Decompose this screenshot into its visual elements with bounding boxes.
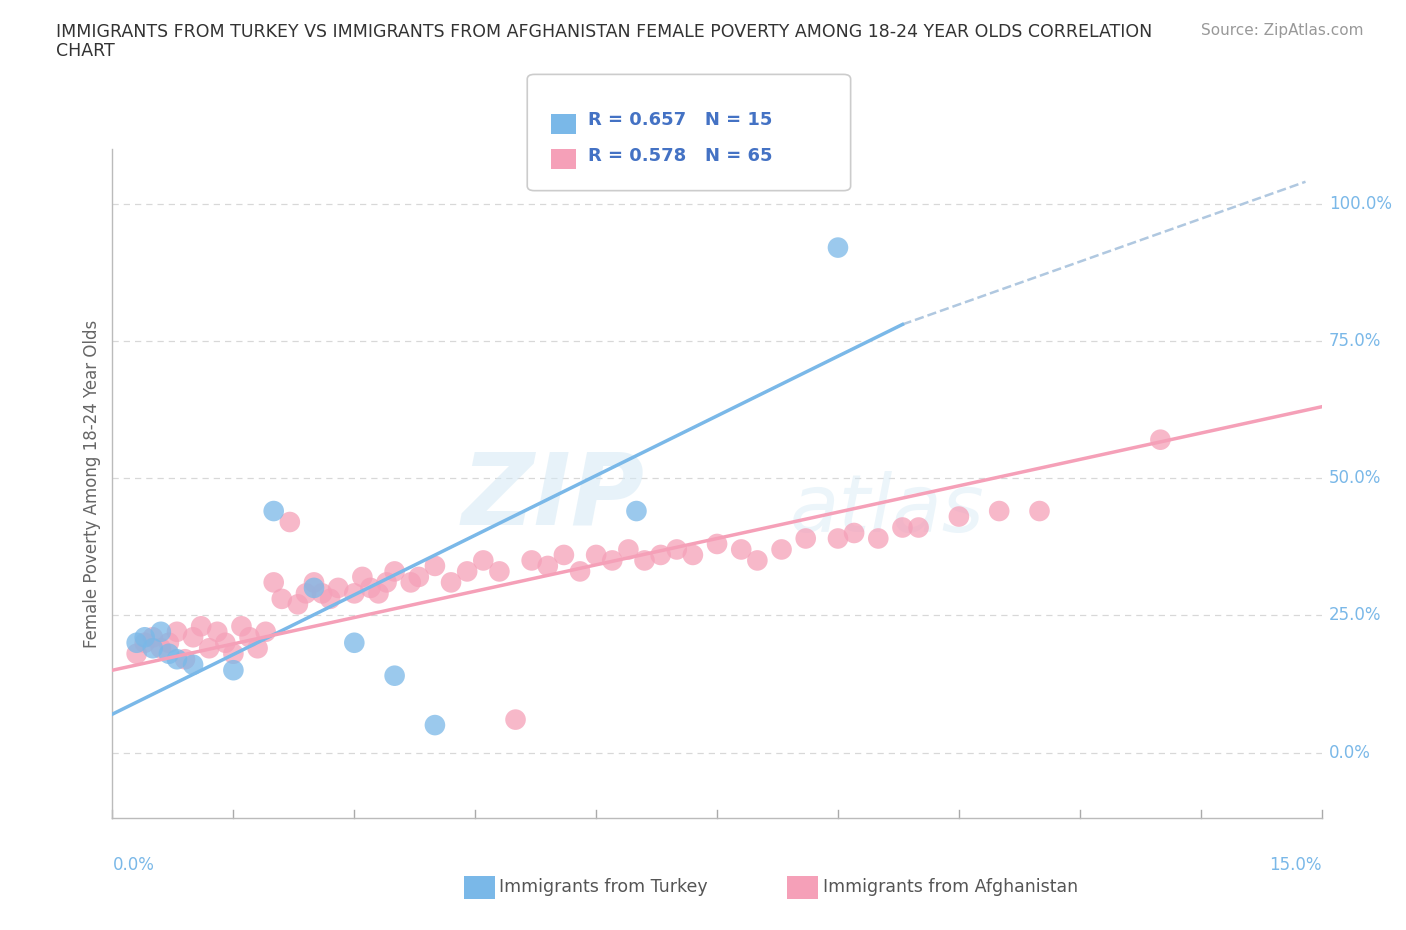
Point [1028,504,1050,519]
Point [472,553,495,568]
Point [231,618,253,633]
Point [827,531,849,546]
Point [214,635,236,650]
Point [263,575,285,590]
Point [520,553,543,568]
Point [842,525,865,540]
Point [134,635,156,650]
Point [302,580,325,595]
Point [384,564,406,578]
Point [181,630,204,644]
Text: 0.0%: 0.0% [1329,744,1371,762]
Point [311,586,333,601]
Point [142,630,165,644]
Point [278,514,301,529]
Point [270,591,292,606]
Point [794,531,817,546]
Point [456,564,478,578]
Point [254,624,277,639]
Point [553,548,575,563]
Point [319,591,342,606]
Text: Source: ZipAtlas.com: Source: ZipAtlas.com [1201,23,1364,38]
Point [747,553,769,568]
Y-axis label: Female Poverty Among 18-24 Year Olds: Female Poverty Among 18-24 Year Olds [83,320,101,647]
Point [633,553,655,568]
Text: R = 0.657   N = 15: R = 0.657 N = 15 [588,111,772,128]
Point [174,652,197,667]
Point [569,564,592,578]
Point [440,575,463,590]
Text: Immigrants from Turkey: Immigrants from Turkey [499,878,707,897]
Point [198,641,221,656]
Point [181,658,204,672]
Point [246,641,269,656]
Point [157,635,180,650]
Point [367,586,389,601]
Point [600,553,623,568]
Point [505,712,527,727]
Point [423,559,446,574]
Text: R = 0.578   N = 65: R = 0.578 N = 65 [588,147,772,165]
Point [423,718,446,733]
Text: ZIP: ZIP [461,448,644,546]
Text: 25.0%: 25.0% [1329,606,1381,624]
Point [626,504,648,519]
Point [207,624,229,639]
Point [375,575,398,590]
Point [617,542,640,557]
Point [166,624,188,639]
Point [827,240,849,255]
Point [682,548,704,563]
Point [352,569,374,584]
Point [359,580,381,595]
Point [988,504,1011,519]
Point [770,542,793,557]
Point [287,597,309,612]
Text: IMMIGRANTS FROM TURKEY VS IMMIGRANTS FROM AFGHANISTAN FEMALE POVERTY AMONG 18-24: IMMIGRANTS FROM TURKEY VS IMMIGRANTS FRO… [56,23,1153,41]
Point [238,630,260,644]
Point [166,652,188,667]
Point [190,618,212,633]
Point [343,635,366,650]
Point [302,575,325,590]
Point [125,646,148,661]
Point [125,635,148,650]
Point [1149,432,1171,447]
Point [142,641,165,656]
Point [222,646,245,661]
Text: 50.0%: 50.0% [1329,469,1381,487]
Point [665,542,688,557]
Text: CHART: CHART [56,42,115,60]
Point [134,630,156,644]
Point [157,646,180,661]
Point [263,504,285,519]
Text: Immigrants from Afghanistan: Immigrants from Afghanistan [823,878,1077,897]
Point [343,586,366,601]
Point [891,520,914,535]
Point [399,575,422,590]
Point [948,509,970,524]
Text: 15.0%: 15.0% [1270,856,1322,873]
Text: atlas: atlas [790,472,984,550]
Text: 100.0%: 100.0% [1329,194,1392,213]
Point [384,669,406,684]
Point [585,548,607,563]
Point [149,641,172,656]
Point [488,564,510,578]
Point [537,559,560,574]
Text: 75.0%: 75.0% [1329,332,1381,350]
Point [706,537,728,551]
Point [868,531,890,546]
Point [907,520,929,535]
Point [408,569,430,584]
Point [328,580,350,595]
Point [295,586,318,601]
Point [149,624,172,639]
Point [650,548,672,563]
Text: 0.0%: 0.0% [112,856,155,873]
Point [730,542,752,557]
Point [222,663,245,678]
